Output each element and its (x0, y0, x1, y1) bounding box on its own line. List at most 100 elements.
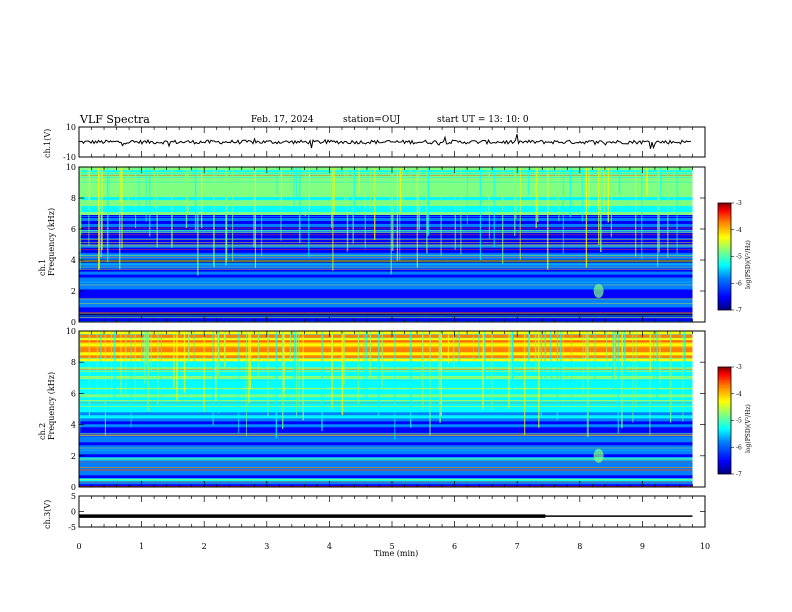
ch1-spectrogram-panel: 0 2 4 6 8 10 (66, 163, 706, 327)
spectrogram-band (79, 211, 693, 215)
spectrogram-band (79, 394, 693, 398)
ch1-spectrogram-ylabel: ch.1 Frequency (kHz) (38, 207, 56, 276)
y-tick-label: 0 (71, 483, 76, 492)
y-tick-label: 4 (71, 421, 76, 430)
spectrogram-band (79, 484, 693, 488)
y-tick-label: 10 (66, 163, 76, 172)
spectrogram-band (79, 274, 693, 278)
spectrogram-band (79, 220, 693, 224)
x-tick-label: 6 (452, 542, 457, 551)
colorbar-ch1-label: log(PSD)(V²/Hz) (745, 240, 752, 289)
spectrogram-band (79, 346, 693, 350)
spectrogram-band (79, 358, 693, 362)
spectrogram-band (79, 307, 693, 311)
spectrogram-band (79, 193, 693, 198)
spectrogram-band (79, 232, 693, 236)
spectrogram-band (79, 301, 693, 305)
spectrogram-band (79, 409, 693, 413)
spectrogram-band (79, 319, 693, 323)
spectrogram-band (79, 376, 693, 380)
spectrogram-band (79, 167, 693, 171)
y-tick-label: 8 (71, 358, 76, 367)
spectrogram-band (79, 259, 693, 263)
colorbar-tick-label: -5 (736, 254, 742, 261)
spectrogram-band (79, 427, 693, 431)
y-tick-label: 6 (71, 389, 76, 398)
y-tick-label: 2 (71, 287, 76, 296)
y-tick-label: 0 (71, 318, 76, 327)
spectrogram-band (79, 268, 693, 272)
colorbar-ch1: -3 -4 -5 -6 -7 (717, 200, 742, 314)
spectrogram-band (79, 199, 693, 204)
ch1-waveform-panel: 10 -10 (63, 123, 706, 162)
spectrogram-band (79, 457, 693, 461)
spectrogram-band (79, 451, 693, 455)
spectrogram-band (79, 214, 693, 218)
spectrogram-band (79, 439, 693, 443)
spectrogram-band (79, 286, 693, 290)
spectrogram-band (79, 343, 693, 347)
spectrogram-band (79, 367, 693, 371)
y-tick-label: 10 (66, 123, 76, 132)
spectrogram-band (79, 229, 693, 233)
colorbar-tick-label: -7 (736, 307, 742, 314)
colorbar-ch2: -3 -4 -5 -6 -7 (717, 364, 742, 478)
spectrogram-band (79, 334, 693, 338)
x-tick-label: 0 (76, 542, 81, 551)
spectrogram-band (79, 469, 693, 473)
spectrogram-band (79, 256, 693, 260)
emission-spot (593, 448, 604, 463)
ch1-waveform-line (78, 133, 691, 150)
spectrogram-band (79, 241, 693, 245)
spectrogram-band (79, 247, 693, 251)
spectrogram-band (79, 205, 693, 210)
x-tick-label: 3 (264, 542, 269, 551)
spectrogram-band (79, 271, 693, 275)
spectrogram-band (79, 170, 693, 174)
spectrogram-band (79, 430, 693, 434)
spectrogram-band (79, 235, 693, 239)
colorbar-tick-label: -6 (736, 444, 742, 451)
spectrogram-band (79, 472, 693, 476)
spectrogram-band (79, 173, 693, 177)
y-tick-label: 8 (71, 194, 76, 203)
x-tick-label: 5 (389, 542, 394, 551)
spectrogram-band (79, 388, 693, 392)
spectrogram-band (79, 361, 693, 365)
spectrogram-band (79, 424, 693, 428)
x-tick-label: 2 (202, 542, 207, 551)
y-tick-label: 4 (71, 256, 76, 265)
ch1-ylabel: ch.1(V) (43, 128, 52, 158)
spectrogram-band (79, 391, 693, 395)
date-label: Feb. 17, 2024 (251, 115, 314, 125)
x-tick-label: 10 (700, 542, 710, 551)
spectrogram-band (79, 379, 693, 383)
xaxis-label: Time (min) (374, 549, 419, 558)
spectrogram-band (79, 460, 693, 464)
colorbar-ch2-label: log(PSD)(V²/Hz) (745, 404, 752, 453)
spectrogram-band (79, 412, 693, 416)
x-tick-label: 4 (327, 542, 332, 551)
y-tick-label: -10 (63, 153, 76, 162)
colorbar-tick-label: -4 (736, 391, 742, 398)
spectrogram-band (79, 403, 693, 407)
spectrogram-band (79, 277, 693, 281)
spectrogram-band (79, 352, 693, 356)
colorbar-tick-label: -6 (736, 280, 742, 287)
y-tick-label: 6 (71, 225, 76, 234)
spectrogram-band (79, 295, 693, 299)
emission-spot (593, 284, 604, 298)
y-tick-label: 0 (71, 508, 76, 517)
ch2-spectrogram-ylabel: ch.2 Frequency (kHz) (38, 371, 56, 440)
spectrogram-band (79, 184, 693, 189)
spectrogram-band (79, 433, 693, 437)
x-tick-label: 1 (139, 542, 144, 551)
spectrogram-band (79, 238, 693, 242)
colorbar-tick-label: -3 (736, 200, 742, 207)
spectrogram-band (79, 223, 693, 227)
colorbar-tick-label: -5 (736, 418, 742, 425)
spectrogram-band (79, 298, 693, 302)
colorbar-tick-label: -4 (736, 227, 742, 234)
spectrogram-band (79, 454, 693, 458)
